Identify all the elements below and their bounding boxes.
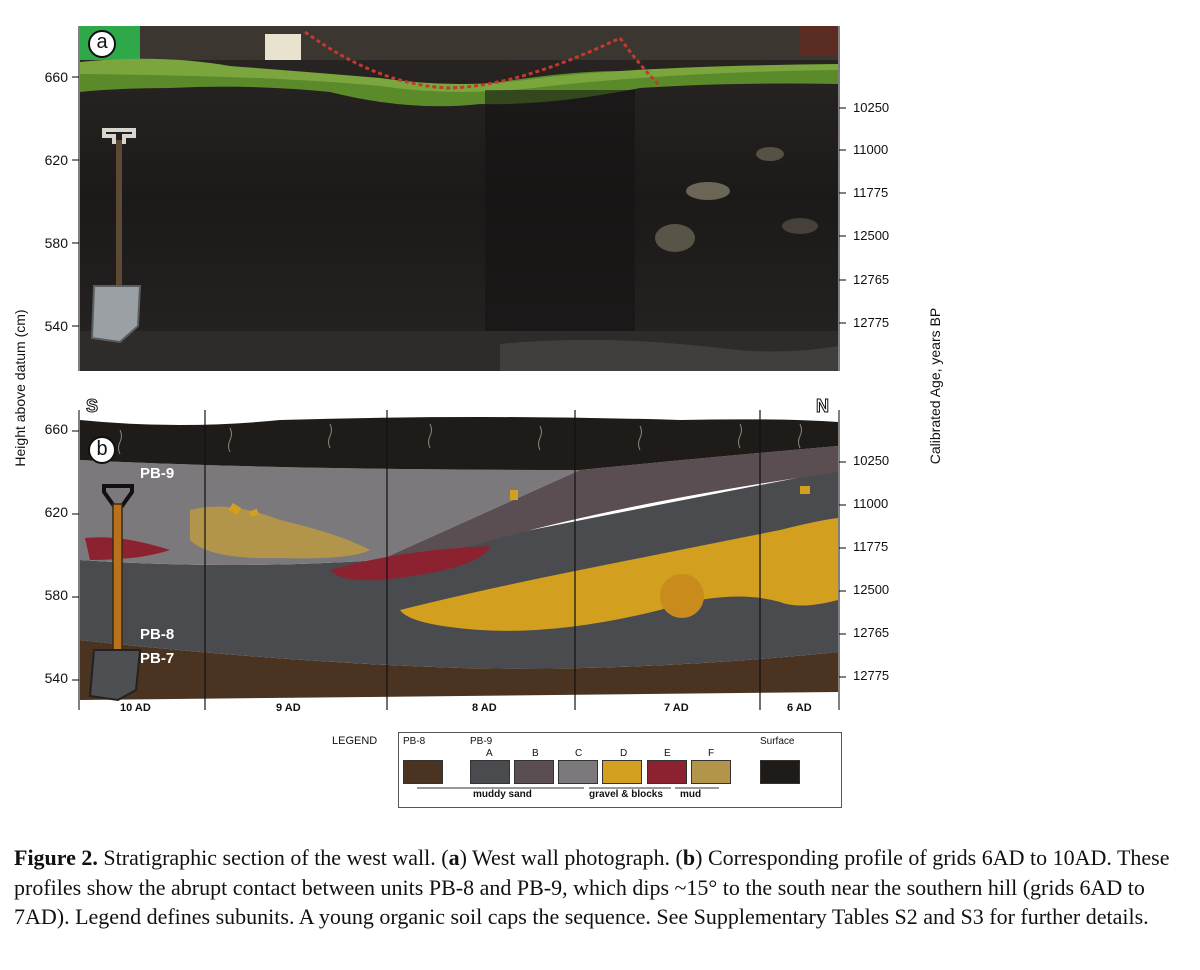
west-wall-photograph xyxy=(80,26,838,371)
legend-swatch-c xyxy=(558,760,598,784)
unit-pb8-layer xyxy=(80,640,838,700)
right-axis-ticks-b xyxy=(838,410,846,710)
grid-label-6ad: 6 AD xyxy=(787,702,812,714)
tick-label: 12775 xyxy=(853,315,890,330)
compass-north: N xyxy=(816,396,830,417)
legend-box: PB-8 PB-9 Surface A B C D E F muddy sand… xyxy=(398,732,842,808)
tick-label: 620 xyxy=(44,152,68,168)
grid-label-7ad: 7 AD xyxy=(664,702,689,714)
unit-label-pb8: PB-8 xyxy=(140,626,175,643)
subunit-f-lens xyxy=(190,506,370,559)
left-axis-ticks xyxy=(72,26,80,371)
legend-swatch-f xyxy=(691,760,731,784)
tick-label: 660 xyxy=(44,69,68,85)
caption-panel-a: a xyxy=(448,845,460,870)
legend-letter: B xyxy=(532,748,539,759)
subunit-b-layer xyxy=(380,446,838,560)
legend-swatch-e xyxy=(647,760,687,784)
grid-label-9ad: 9 AD xyxy=(276,702,301,714)
panel-a-photo: a xyxy=(80,26,838,371)
subunit-d-block xyxy=(660,574,704,618)
panel-b-profile: b PB-9 PB-8 PB-7 xyxy=(80,410,838,710)
y-axis-left-title: Height above datum (cm) xyxy=(12,309,28,467)
tick-label: 11000 xyxy=(853,496,889,511)
tick-label: 12500 xyxy=(853,582,890,597)
legend-swatch-b xyxy=(514,760,554,784)
right-axis-ticks xyxy=(838,26,846,371)
grid-label-10ad: 10 AD xyxy=(120,702,151,714)
tick-label: 12765 xyxy=(853,625,890,640)
grid-dividers xyxy=(204,410,761,710)
shovel-photo xyxy=(90,128,142,344)
tick-label: 12500 xyxy=(853,228,890,243)
shovel-drawing xyxy=(88,484,142,702)
tick-label: 12765 xyxy=(853,272,890,287)
legend-letter: E xyxy=(664,748,671,759)
grid-label-8ad: 8 AD xyxy=(472,702,497,714)
legend-surface-header: Surface xyxy=(760,736,795,747)
subunit-a-layer xyxy=(80,470,838,669)
legend-title: LEGEND xyxy=(332,735,378,747)
tick-label: 660 xyxy=(44,421,68,437)
tick-label: 11775 xyxy=(853,539,889,554)
subunit-d-gravel xyxy=(400,518,838,631)
legend-letter: A xyxy=(486,748,493,759)
legend-swatch-pb8 xyxy=(403,760,443,784)
y-axis-right-title: Calibrated Age, years BP xyxy=(927,307,943,465)
stratigraphic-profile-drawing xyxy=(80,410,838,710)
legend-swatch-d xyxy=(602,760,642,784)
legend-swatch-a xyxy=(470,760,510,784)
legend-group-brackets xyxy=(417,787,719,789)
surface-layer xyxy=(80,417,838,470)
tick-label: 540 xyxy=(44,318,68,334)
legend-letter: D xyxy=(620,748,628,759)
caption-panel-b: b xyxy=(682,845,696,870)
legend-group-muddy-sand: muddy sand xyxy=(473,789,532,800)
unit-label-pb9: PB-9 xyxy=(140,465,175,482)
tick-label: 580 xyxy=(44,587,68,603)
subunit-e-lens xyxy=(330,546,490,581)
legend-letter: F xyxy=(708,748,715,759)
unit-label-pb7: PB-7 xyxy=(140,650,175,667)
tick-label: 540 xyxy=(44,670,68,686)
compass-south: S xyxy=(85,396,99,417)
tick-label: 10250 xyxy=(853,453,890,468)
tick-label: 12775 xyxy=(853,668,890,683)
caption-label: Figure 2. xyxy=(14,845,98,870)
legend-pb9-header: PB-9 xyxy=(470,736,493,747)
tick-label: 11000 xyxy=(853,142,889,157)
caption-text: ) Corresponding profile of grids 6AD to … xyxy=(14,845,1170,929)
tick-label: 10250 xyxy=(853,100,890,115)
tick-label: 11775 xyxy=(853,185,889,200)
legend-letter: C xyxy=(575,748,583,759)
figure-caption: Figure 2. Stratigraphic section of the w… xyxy=(14,843,1194,932)
legend-group-mud: mud xyxy=(680,789,702,800)
gravel-blocks xyxy=(228,486,810,558)
subunit-e-lens xyxy=(85,537,170,560)
panel-a-label: a xyxy=(96,31,108,53)
tick-label: 580 xyxy=(44,235,68,251)
surface-root-marks xyxy=(118,423,802,455)
caption-text: Stratigraphic section of the west wall. … xyxy=(97,845,449,870)
tick-label: 620 xyxy=(44,504,68,520)
caption-text: ) West wall photograph. ( xyxy=(459,845,683,870)
legend-pb8-header: PB-8 xyxy=(403,736,426,747)
legend-swatch-surface xyxy=(760,760,800,784)
left-axis-ticks-b xyxy=(72,410,80,710)
legend-group-gravel: gravel & blocks xyxy=(589,789,663,800)
panel-b-label: b xyxy=(96,438,108,460)
